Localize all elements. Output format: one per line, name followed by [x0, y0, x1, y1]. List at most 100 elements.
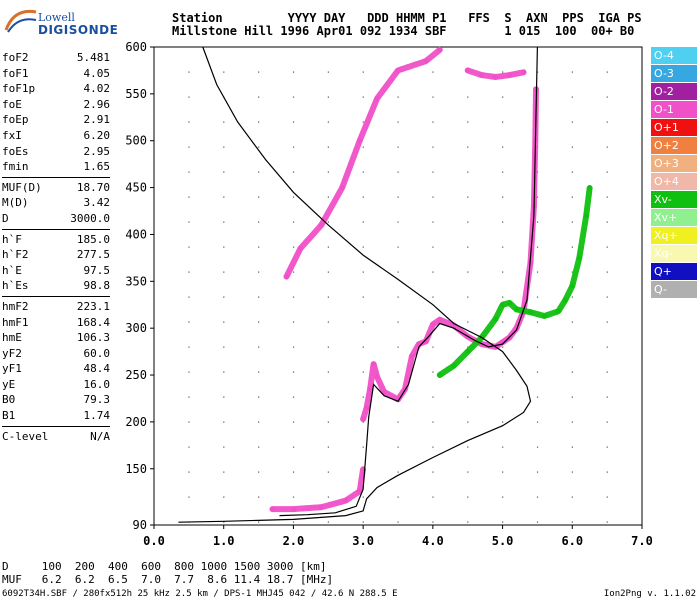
- grid-dot: [606, 496, 608, 498]
- grid-dot: [536, 346, 539, 348]
- logo-line2: DIGISONDE: [38, 23, 119, 37]
- series-xvminus-point: [507, 300, 513, 306]
- grid-dot: [188, 71, 190, 73]
- grid-dot: [502, 171, 504, 173]
- y-tick-label: 250: [125, 368, 147, 382]
- grid-dot: [432, 71, 434, 73]
- grid-dot: [397, 246, 399, 248]
- grid-dot: [606, 171, 608, 173]
- grid-dot: [292, 521, 295, 523]
- param-value: N/A: [90, 429, 110, 443]
- muf-row-values: MUF 6.2 6.2 6.5 7.0 7.7 8.6 11.4 18.7 [M…: [2, 573, 334, 586]
- grid-dot: [502, 146, 504, 148]
- y-tick-label: 550: [125, 87, 147, 101]
- y-tick-label: 90: [133, 518, 147, 532]
- param-value: 2.91: [83, 113, 111, 127]
- grid-dot: [571, 471, 573, 473]
- grid-dot: [571, 221, 573, 223]
- series-ominus1-trace: [283, 46, 443, 280]
- param-value: 79.3: [83, 393, 111, 407]
- grid-dot: [536, 421, 539, 423]
- grid-dot: [571, 396, 573, 398]
- grid-dot: [502, 471, 504, 473]
- grid-dot: [223, 246, 225, 248]
- grid-dot: [606, 346, 608, 348]
- param-row: yF1 48.4: [2, 361, 110, 377]
- y-tick-label: 350: [125, 274, 147, 288]
- param-name: hmF2: [2, 299, 29, 313]
- param-value: 4.05: [83, 66, 111, 80]
- grid-dot: [571, 421, 573, 423]
- grid-dot: [571, 521, 573, 523]
- grid-dot: [502, 71, 504, 73]
- grid-dot: [362, 121, 364, 123]
- grid-dot: [397, 271, 399, 273]
- grid-dot: [536, 496, 539, 498]
- param-value: 168.4: [76, 315, 110, 329]
- grid-dot: [571, 246, 573, 248]
- grid-dot: [571, 96, 573, 98]
- grid-dot: [292, 396, 295, 398]
- grid-dot: [432, 296, 434, 298]
- grid-dot: [223, 521, 225, 523]
- param-name: foF1p: [2, 82, 36, 96]
- param-row: yE 16.0: [2, 377, 110, 393]
- param-value: 3000.0: [70, 211, 110, 225]
- grid-dot: [571, 296, 573, 298]
- grid-dot: [327, 371, 329, 373]
- param-row: h`F2 277.5: [2, 247, 110, 263]
- param-row: D 3000.0: [2, 211, 110, 227]
- grid-dot: [432, 121, 434, 123]
- grid-dot: [571, 196, 573, 198]
- grid-dot: [571, 271, 573, 273]
- grid-dot: [606, 221, 608, 223]
- param-value: 6.20: [83, 128, 111, 142]
- grid-dot: [467, 146, 469, 148]
- grid-dot: [397, 421, 399, 423]
- series-xvminus-point: [541, 313, 547, 319]
- legend-item-ominus4: O-4: [651, 47, 697, 64]
- series-xvminus-point: [465, 349, 471, 355]
- series-ominus1-point: [520, 69, 526, 75]
- grid-dot: [536, 196, 539, 198]
- param-name: h`E: [2, 263, 22, 277]
- grid-dot: [467, 521, 469, 523]
- grid-dot: [397, 121, 399, 123]
- x-tick-label: 7.0: [631, 534, 653, 548]
- grid-dot: [397, 346, 399, 348]
- grid-dot: [292, 96, 295, 98]
- series-xvminus-point: [451, 363, 457, 369]
- grid-dot: [502, 421, 504, 423]
- series-ominus1-point: [371, 361, 377, 367]
- series-ominus1-point: [364, 405, 370, 411]
- grid-dot: [188, 196, 190, 198]
- grid-dot: [502, 271, 504, 273]
- x-tick-label: 4.0: [422, 534, 444, 548]
- series-xvminus-point: [555, 308, 561, 314]
- grid-dot: [397, 196, 399, 198]
- grid-dot: [362, 221, 364, 223]
- grid-dot: [606, 96, 608, 98]
- grid-dot: [502, 296, 504, 298]
- station-header: Station YYYY DAY DDD HHMM P1 FFS S AXN P…: [172, 12, 642, 38]
- grid-dot: [571, 71, 573, 73]
- grid-dot: [467, 246, 469, 248]
- legend-item-oplus1: O+1: [651, 119, 697, 136]
- grid-dot: [292, 446, 295, 448]
- grid-dot: [188, 246, 190, 248]
- grid-dot: [502, 521, 504, 523]
- grid-dot: [258, 471, 260, 473]
- param-value: 48.4: [83, 362, 111, 376]
- x-tick-label: 2.0: [283, 534, 305, 548]
- y-tick-label: 400: [125, 227, 147, 241]
- grid-dot: [571, 496, 573, 498]
- digisonde-logo: Lowell DIGISONDE: [2, 4, 118, 37]
- series-ominus1-point: [430, 321, 436, 327]
- muf-row-distance: D 100 200 400 600 800 1000 1500 3000 [km…: [2, 560, 327, 573]
- param-name: B1: [2, 409, 16, 423]
- grid-dot: [292, 296, 295, 298]
- param-value: 2.95: [83, 144, 111, 158]
- grid-dot: [258, 396, 260, 398]
- grid-dot: [258, 496, 260, 498]
- grid-dot: [467, 421, 469, 423]
